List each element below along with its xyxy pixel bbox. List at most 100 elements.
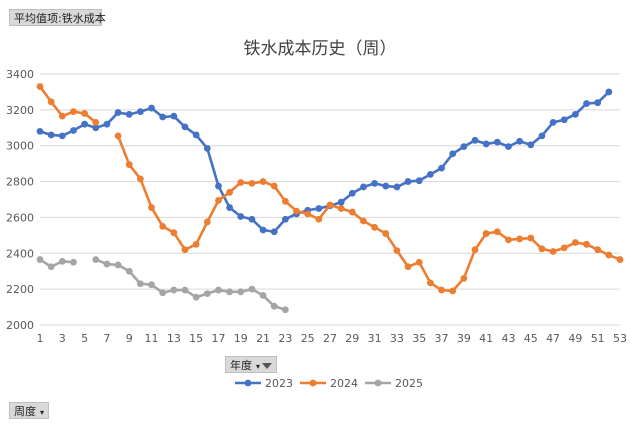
data-point-2025	[226, 288, 234, 296]
data-point-2023	[270, 228, 278, 236]
data-point-2024	[148, 204, 155, 211]
pivot-value-field-button[interactable]: 平均值项:铁水成本	[9, 9, 106, 26]
x-tick-label: 35	[412, 332, 426, 345]
data-point-2023	[337, 198, 345, 206]
data-point-2024	[426, 279, 434, 287]
data-point-2024	[226, 188, 234, 196]
x-tick-label: 49	[568, 332, 582, 345]
data-point-2023	[281, 215, 289, 223]
series-line-2023	[38, 90, 611, 234]
data-point-2023	[549, 119, 557, 126]
data-point-2023	[516, 137, 524, 145]
data-point-2024	[404, 263, 412, 271]
data-point-2024	[583, 240, 590, 248]
data-point-2024	[460, 274, 468, 282]
data-point-2025	[170, 286, 178, 294]
data-point-2024	[203, 218, 211, 226]
data-point-2024	[594, 246, 602, 254]
x-tick-label: 29	[345, 332, 359, 345]
legend-label-2025: 2025	[395, 377, 423, 390]
data-point-2025	[92, 256, 100, 263]
data-point-2024	[215, 196, 222, 204]
legend-marker-2025	[374, 379, 382, 387]
x-tick-label: 45	[524, 332, 538, 345]
data-point-2024	[549, 248, 557, 255]
data-point-2023	[482, 140, 490, 148]
data-point-2023	[36, 127, 44, 135]
y-tick-label: 2800	[6, 176, 34, 189]
data-point-2023	[493, 138, 501, 146]
data-point-2023	[58, 132, 66, 140]
data-point-2024	[192, 240, 200, 248]
data-point-2023	[438, 164, 445, 172]
data-point-2023	[248, 215, 256, 223]
data-point-2023	[315, 205, 323, 212]
data-point-2023	[560, 116, 568, 124]
data-point-2023	[571, 110, 579, 118]
year-filter-button[interactable]: 年度 ▾	[225, 356, 278, 373]
x-tick-label: 33	[390, 332, 404, 345]
data-point-2024	[248, 179, 256, 187]
data-point-2025	[47, 263, 55, 271]
data-point-2024	[538, 245, 546, 253]
data-point-2024	[393, 247, 401, 254]
x-tick-label: 15	[189, 332, 203, 345]
x-tick-label: 21	[256, 332, 270, 345]
data-point-2023	[47, 131, 55, 139]
legend-label-2023: 2023	[265, 377, 293, 390]
data-point-2025	[192, 293, 200, 301]
x-tick-label: 53	[613, 332, 627, 345]
data-point-2025	[103, 260, 111, 268]
data-point-2024	[371, 223, 379, 231]
data-point-2025	[237, 288, 245, 296]
data-point-2023	[360, 183, 367, 191]
data-point-2023	[404, 178, 412, 185]
week-filter-button[interactable]: 周度 ▾	[9, 402, 50, 419]
data-point-2025	[58, 257, 66, 265]
data-point-2024	[70, 108, 77, 116]
data-point-2025	[125, 267, 133, 275]
data-point-2024	[527, 234, 535, 242]
data-point-2023	[505, 143, 512, 151]
data-point-2024	[136, 175, 144, 183]
x-tick-label: 27	[323, 332, 337, 345]
data-point-2025	[281, 306, 289, 314]
x-tick-label: 5	[81, 332, 88, 345]
data-point-2024	[47, 98, 55, 106]
data-point-2025	[259, 292, 267, 299]
data-point-2023	[348, 189, 356, 197]
pivot-value-field-label: 平均值项:铁水成本	[14, 12, 106, 25]
data-point-2023	[527, 141, 535, 149]
data-point-2023	[181, 123, 189, 131]
x-tick-label: 1	[37, 332, 44, 345]
data-point-2024	[560, 244, 568, 252]
year-filter-label: 年度	[230, 359, 252, 372]
x-tick-label: 25	[301, 332, 315, 345]
x-tick-label: 11	[145, 332, 159, 345]
x-tick-label: 13	[167, 332, 181, 345]
data-point-2024	[36, 83, 44, 90]
data-point-2023	[103, 120, 111, 128]
series-line-2025	[94, 258, 287, 312]
data-point-2023	[125, 110, 133, 118]
data-point-2023	[92, 124, 100, 132]
data-point-2025	[70, 258, 77, 266]
x-tick-label: 17	[211, 332, 225, 345]
y-tick-label: 3200	[6, 104, 34, 117]
data-point-2023	[538, 132, 546, 140]
data-point-2025	[248, 285, 256, 293]
data-point-2024	[571, 239, 579, 246]
data-point-2024	[281, 197, 289, 205]
data-point-2024	[337, 205, 345, 212]
data-point-2024	[415, 258, 423, 266]
data-point-2023	[136, 108, 144, 116]
data-point-2024	[170, 229, 178, 237]
x-tick-label: 37	[435, 332, 449, 345]
data-point-2023	[192, 131, 200, 139]
data-point-2023	[415, 177, 423, 185]
data-point-2023	[226, 204, 234, 211]
data-point-2024	[304, 210, 312, 218]
x-tick-label: 31	[368, 332, 382, 345]
data-point-2024	[616, 256, 624, 263]
